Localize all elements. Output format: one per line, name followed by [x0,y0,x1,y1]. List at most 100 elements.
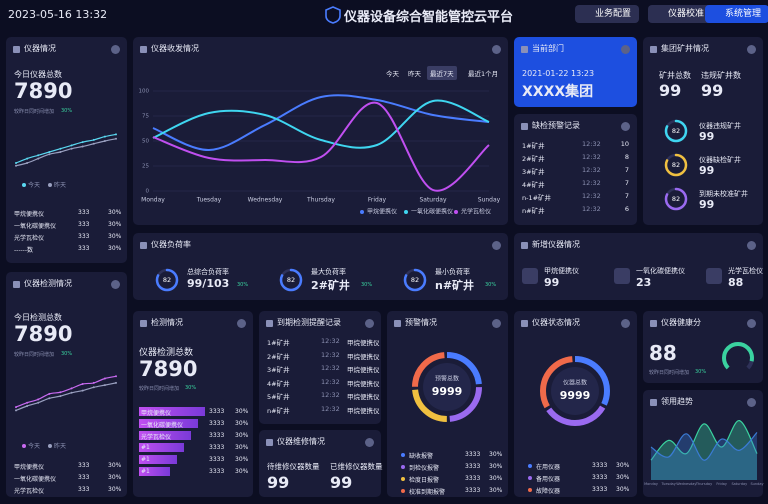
donut-segment [412,352,482,422]
row-count: 3333 [465,487,481,494]
panel-title: 仪器健康分 [661,318,701,327]
row-count: 7 [624,166,629,174]
panel-title: 预警情况 [405,318,437,327]
panel: 仪器检测情况 今日检测总数 7890 较昨日同时间增加 30% 今天 昨天 甲烷便携仪 333 3… [6,272,127,497]
settings-icon[interactable] [492,45,501,54]
nav-button[interactable]: 业务配置 [575,5,640,23]
row-time: 12:32 [582,140,601,148]
mine-item-label: 仪器违规矿井 [699,122,741,130]
settings-icon[interactable] [621,319,630,328]
time-tab[interactable]: 最近7天 [427,66,457,80]
legend-dot [528,476,532,480]
row-label: 光学瓦检仪 [14,235,45,242]
settings-icon[interactable] [111,280,120,289]
time-tab[interactable]: 昨天 [408,70,421,78]
legend-dot [401,453,405,457]
panel: 缺检预警记录 1#矿井 12:32 10 2#矿井 12:32 8 3#矿井 12:32 7 4#矿… [514,114,637,225]
chart: 82 82 82 [155,268,427,292]
spark-dot [15,162,17,164]
spark-dot [59,395,62,398]
legend-dot [404,210,408,214]
row-mine: 3#矿井 [267,366,290,374]
settings-icon[interactable] [747,319,756,328]
settings-icon[interactable] [111,45,120,54]
bar-bg [139,431,191,440]
row-pct: 30% [616,462,630,469]
stat-label: 今日仪器总数 [14,70,62,79]
health-note: 较昨日同时间增加 [649,370,690,376]
gauge-arc [722,342,754,374]
panel: 仪器状态情况 仪器总数 9999 在用仪器 3333 30% 备用仪器 3333 30% 故障仪器… [514,311,637,497]
x-tick-label: Tuesday [661,482,676,486]
bar-bg [139,419,198,428]
bar-bg [139,467,170,476]
logo [325,6,341,24]
row-label: 一氧化碳便携仪 [14,223,57,230]
settings-icon[interactable] [365,319,374,328]
legend-label: 昨天 [54,182,67,189]
settings-icon[interactable] [747,398,756,407]
trend-line [650,420,758,461]
spark-dot [59,151,62,153]
settings-icon[interactable] [237,319,246,328]
row-pct: 30% [108,462,122,469]
panel: 仪器收发情况 今天 昨天 最近7天 最近1个月 0 25 50 75 100 Monday Tuesd… [133,37,508,225]
item-value: 88 [728,276,744,289]
spark-dot [70,387,73,390]
row-pct: 30% [108,486,122,493]
panel-icon [521,46,528,53]
settings-icon[interactable] [747,241,756,250]
legend-dot [360,210,364,214]
settings-icon[interactable] [747,45,756,54]
legend-dot [401,489,405,493]
row-time: 12:32 [321,337,340,345]
spark-dot [15,406,17,409]
spark-dot [48,397,51,400]
row-time: 12:32 [321,404,340,413]
settings-icon[interactable] [621,45,630,54]
load-change: 30% [237,282,249,288]
chart [15,133,117,167]
row-type: 甲烷便携仪 [347,339,380,347]
panel-title: 缺检预警记录 [532,121,580,130]
bar-bg [139,443,184,452]
panel-icon [266,439,273,446]
settings-icon[interactable] [492,241,501,250]
spark-line [15,375,117,408]
panel: 检测情况 仪器检测总数 7890 较昨日同时间增加 30% 甲烷便携仪 3333 30% 一氧化… [133,311,253,497]
series-line [152,99,490,149]
ring-label: 82 [672,161,680,169]
row-mine: 4#矿井 [267,379,290,388]
spark-dot [48,392,51,395]
row-type: 甲烷便携仪 [347,393,380,401]
panel: 仪器情况 今日仪器总数 7890 较昨日同时间增加 30% 今天 昨天 甲烷便携仪 333 30%… [6,37,127,263]
panel: 仪器健康分 88 较昨日同时间增加 30% [643,311,763,383]
row-label: 甲烷便携仪 [14,211,45,218]
stat-value: 7890 [139,357,198,381]
chart: Monday Tuesday Wednesday Thursday Friday Satu… [644,420,764,486]
legend-dot [528,464,532,468]
panel-title: 检测情况 [151,318,183,327]
load-value: 99/103 [187,277,230,290]
panel: 当前部门 2021-01-22 13:23 XXXX集团 [514,37,637,107]
health-value: 88 [649,341,677,365]
spark-dot [26,162,29,164]
time-tab[interactable]: 最近1个月 [468,70,499,78]
time-tab[interactable]: 今天 [386,70,399,78]
row-mine: 3#矿井 [522,168,545,176]
panel: 仪器维修情况 待维修仪器数量 99 已维修仪器数量 99 [259,430,383,497]
datetime: 2023-05-16 13:32 [8,8,108,21]
stat-value: 7890 [14,79,73,103]
settings-icon[interactable] [621,122,630,131]
spark-dot [103,377,106,380]
mine-violate: 99 [701,81,724,100]
settings-icon[interactable] [492,319,501,328]
spark-dot [103,135,106,138]
settings-icon[interactable] [365,438,374,447]
legend-label: 今天 [28,182,41,189]
nav-button[interactable]: 仪器校准 [648,5,713,23]
dept-name: XXXX集团 [522,84,594,100]
donut-label: 预警总数 [435,375,459,383]
nav-button[interactable]: 系统管理 [705,5,768,23]
